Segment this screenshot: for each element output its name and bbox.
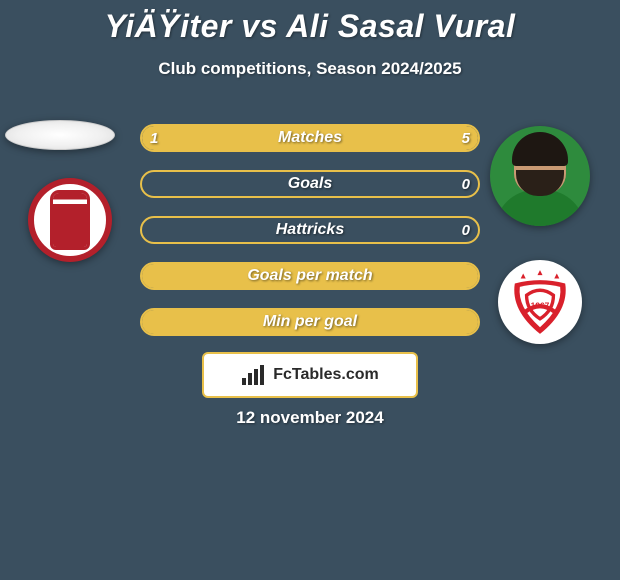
- stat-row: Goals per match: [140, 262, 480, 290]
- stat-bars: Matches15Goals0Hattricks0Goals per match…: [140, 124, 480, 354]
- h2h-infographic: YiÄŸiter vs Ali Sasal Vural Club competi…: [0, 0, 620, 580]
- stat-row: Min per goal: [140, 308, 480, 336]
- club-left-badge: [28, 178, 112, 262]
- player-left-avatar: [5, 120, 115, 150]
- player-right-hair: [512, 132, 568, 166]
- stat-value-right: 5: [462, 124, 470, 152]
- club-left-badge-inner: [53, 193, 87, 247]
- stat-row: Hattricks0: [140, 216, 480, 244]
- page-title: YiÄŸiter vs Ali Sasal Vural: [0, 0, 620, 45]
- bars-icon: [241, 364, 267, 386]
- attribution-text: FcTables.com: [273, 366, 379, 384]
- stat-value-left: 1: [150, 124, 158, 152]
- stat-bar-track: [140, 262, 480, 290]
- stat-bar-track: [140, 124, 480, 152]
- attribution-box: FcTables.com: [202, 352, 418, 398]
- stat-row: Goals0: [140, 170, 480, 198]
- stat-bar-fill-right: [199, 126, 478, 150]
- stat-bar-track: [140, 308, 480, 336]
- club-right-badge: 1967: [498, 260, 582, 344]
- stat-value-right: 0: [462, 170, 470, 198]
- stat-value-right: 0: [462, 216, 470, 244]
- stat-bar-track: [140, 170, 480, 198]
- stat-bar-fill-full: [142, 310, 478, 334]
- stat-bar-fill-full: [142, 264, 478, 288]
- competition-subtitle: Club competitions, Season 2024/2025: [0, 59, 620, 79]
- infographic-date: 12 november 2024: [0, 408, 620, 428]
- stat-bar-track: [140, 216, 480, 244]
- stat-row: Matches15: [140, 124, 480, 152]
- player-right-avatar: [490, 126, 590, 226]
- club-right-badge-svg: 1967: [498, 260, 582, 344]
